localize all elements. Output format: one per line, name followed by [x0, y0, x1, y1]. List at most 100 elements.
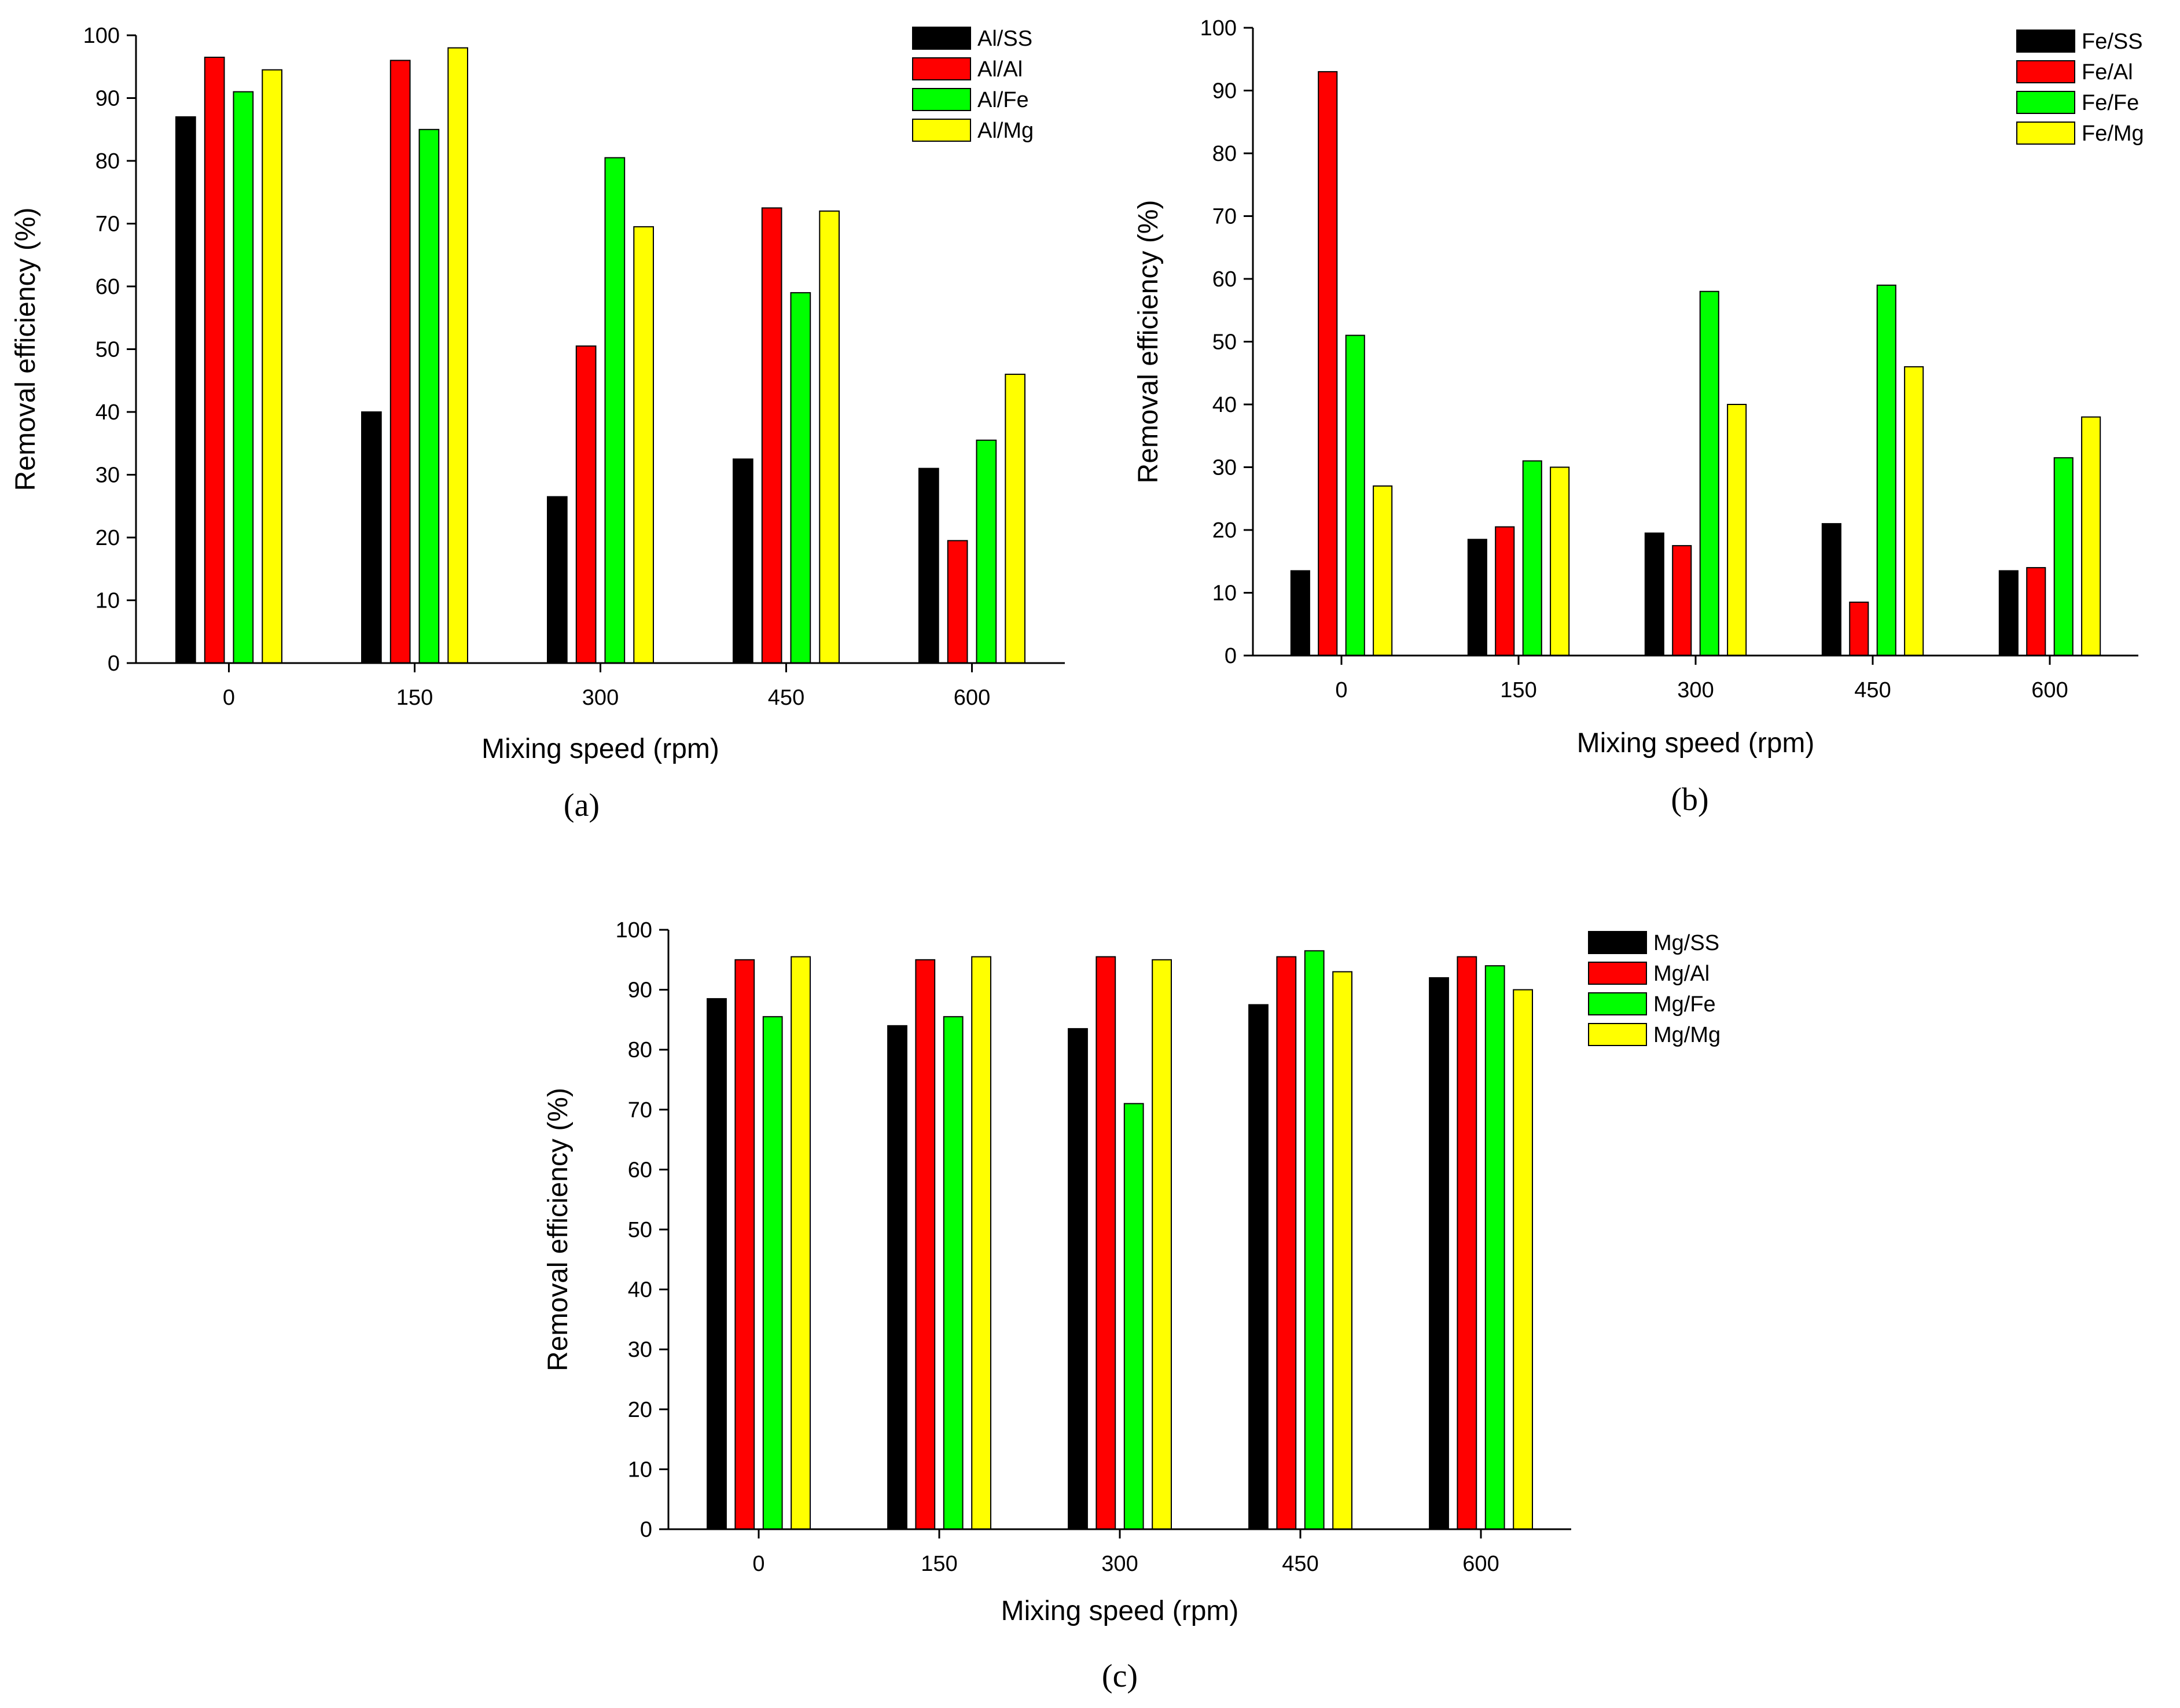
x-tick-label-b-150: 150: [1500, 678, 1536, 702]
bar-a-al-al-450: [761, 207, 782, 664]
bar-b-fe-ss-450: [1821, 523, 1841, 656]
legend-label-a-2: Al/Fe: [977, 88, 1029, 112]
y-tick-label-c-50: 50: [628, 1218, 652, 1242]
y-axis-label-a: Removal efficiency (%): [10, 208, 41, 491]
y-tick-label-b-20: 20: [1212, 518, 1237, 543]
bar-a-al-fe-600: [976, 439, 997, 664]
bar-c-mg-al-150: [915, 959, 936, 1530]
y-tick-label-a-40: 40: [95, 400, 120, 425]
bar-b-fe-al-150: [1495, 526, 1515, 656]
chart-c: 0 10 20 30 40 50 60 70 80 90 100 0 150 300 450 600 Remov…: [543, 918, 1721, 1694]
legend-label-c-0: Mg/SS: [1653, 931, 1719, 955]
y-tick-label-b-0: 0: [1225, 644, 1237, 668]
x-tick-label-c-600: 600: [1462, 1552, 1499, 1576]
bar-c-mg-al-600: [1457, 956, 1477, 1530]
bar-a-al-mg-0: [262, 69, 282, 664]
bar-a-al-mg-300: [633, 226, 655, 664]
y-axis-label-c: Removal efficiency (%): [543, 1088, 574, 1371]
legend-swatch-b-1: [2016, 60, 2075, 83]
x-axis-label-c: Mixing speed (rpm): [1001, 1596, 1239, 1626]
legend-b: Fe/SS Fe/Al Fe/Fe Fe/Mg: [2016, 30, 2144, 146]
caption-b: (b): [1671, 782, 1708, 818]
legend-a: Al/SS Al/Al Al/Fe Al/Mg: [912, 27, 1034, 143]
legend-label-b-1: Fe/Al: [2082, 60, 2133, 84]
bar-c-mg-ss-150: [887, 1025, 907, 1530]
x-tick-label-a-600: 600: [954, 686, 990, 710]
x-tick-label-c-300: 300: [1101, 1552, 1138, 1576]
bar-c-mg-al-0: [734, 959, 755, 1530]
bar-c-mg-fe-150: [943, 1016, 964, 1530]
bar-b-fe-mg-600: [2081, 416, 2101, 656]
legend-swatch-c-1: [1588, 962, 1647, 985]
bar-b-fe-al-600: [2026, 567, 2046, 656]
bar-a-al-al-150: [389, 60, 411, 664]
x-tick-label-b-0: 0: [1335, 678, 1347, 702]
bar-b-fe-fe-150: [1522, 460, 1542, 656]
bar-a-al-ss-600: [918, 468, 939, 664]
x-tick-label-b-300: 300: [1677, 678, 1714, 702]
bar-b-fe-fe-300: [1699, 290, 1719, 656]
bar-a-al-al-300: [575, 345, 597, 664]
bar-b-fe-ss-150: [1467, 539, 1487, 656]
y-tick-label-a-70: 70: [95, 212, 120, 237]
legend-label-c-2: Mg/Fe: [1653, 992, 1716, 1017]
y-tick-label-c-80: 80: [628, 1038, 652, 1062]
caption-c: (c): [1102, 1658, 1138, 1694]
bar-c-mg-ss-0: [707, 998, 727, 1530]
bar-c-mg-mg-600: [1513, 989, 1533, 1530]
bar-c-mg-fe-300: [1123, 1103, 1144, 1530]
legend-label-a-0: Al/SS: [977, 27, 1032, 51]
y-tick-label-b-100: 100: [1200, 16, 1237, 41]
x-axis-label-a: Mixing speed (rpm): [481, 734, 719, 764]
bar-b-fe-ss-300: [1644, 532, 1664, 657]
bar-a-al-al-600: [947, 540, 968, 664]
y-tick-label-b-80: 80: [1212, 142, 1237, 166]
y-tick-label-b-40: 40: [1212, 393, 1237, 417]
bar-b-fe-fe-450: [1876, 284, 1896, 656]
bar-b-fe-al-300: [1672, 545, 1692, 656]
y-tick-label-c-20: 20: [628, 1398, 652, 1422]
y-tick-label-c-60: 60: [628, 1158, 652, 1182]
bar-b-fe-ss-0: [1290, 570, 1310, 656]
legend-swatch-a-1: [912, 57, 971, 80]
x-tick-label-c-150: 150: [921, 1552, 957, 1576]
bar-b-fe-fe-0: [1345, 334, 1365, 656]
legend-swatch-b-3: [2016, 122, 2075, 145]
y-tick-label-b-60: 60: [1212, 267, 1237, 292]
y-tick-label-b-90: 90: [1212, 79, 1237, 104]
legend-c: Mg/SS Mg/Al Mg/Fe Mg/Mg: [1588, 931, 1721, 1047]
bar-c-mg-al-300: [1095, 956, 1116, 1530]
legend-swatch-b-2: [2016, 91, 2075, 114]
x-tick-label-a-0: 0: [223, 686, 235, 710]
x-tick-label-a-300: 300: [582, 686, 619, 710]
y-tick-label-a-10: 10: [95, 589, 120, 613]
y-tick-label-c-100: 100: [616, 918, 652, 943]
y-axis-label-b: Removal efficiency (%): [1133, 200, 1164, 484]
legend-swatch-c-0: [1588, 931, 1647, 954]
bar-b-fe-al-450: [1849, 601, 1869, 657]
bar-a-al-mg-600: [1005, 373, 1026, 664]
legend-label-b-3: Fe/Mg: [2082, 122, 2144, 146]
y-tick-label-c-10: 10: [628, 1457, 652, 1482]
bar-c-mg-mg-450: [1332, 971, 1352, 1530]
x-tick-label-a-150: 150: [396, 686, 433, 710]
y-tick-label-c-90: 90: [628, 978, 652, 1003]
bar-a-al-ss-150: [361, 411, 382, 664]
legend-label-b-2: Fe/Fe: [2082, 91, 2139, 115]
legend-swatch-b-0: [2016, 30, 2075, 53]
chart-a: 0 10 20 30 40 50 60 70 80 90 100 0 150 300 450 600 Remov…: [10, 24, 1065, 823]
y-tick-label-a-30: 30: [95, 463, 120, 488]
bar-c-mg-ss-300: [1068, 1028, 1088, 1530]
y-tick-label-a-60: 60: [95, 275, 120, 299]
bar-a-al-fe-450: [790, 292, 811, 664]
legend-label-c-3: Mg/Mg: [1653, 1023, 1721, 1047]
x-tick-label-b-450: 450: [1854, 678, 1891, 702]
bar-a-al-ss-0: [175, 116, 196, 664]
bar-a-al-fe-0: [233, 91, 254, 664]
y-tick-label-a-50: 50: [95, 338, 120, 362]
bar-b-fe-mg-450: [1904, 366, 1924, 657]
y-tick-label-b-70: 70: [1212, 205, 1237, 229]
legend-label-b-0: Fe/SS: [2082, 30, 2143, 54]
legend-swatch-a-3: [912, 119, 971, 142]
